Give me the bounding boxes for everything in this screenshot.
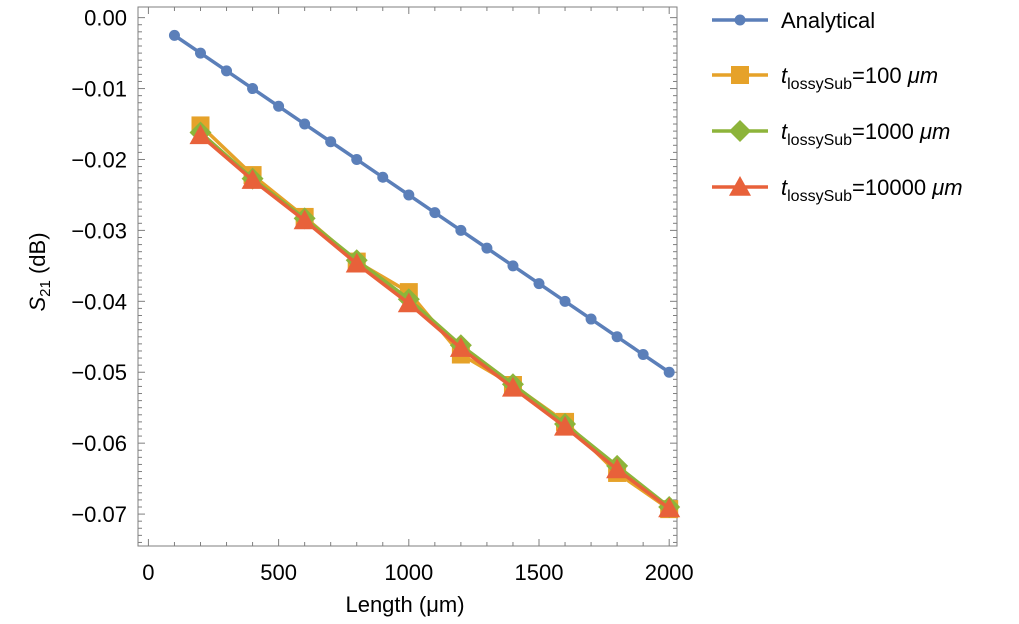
legend-label-rest: =10000 <box>852 175 932 200</box>
legend-label-sub: lossySub <box>787 132 852 149</box>
data-point <box>663 366 675 378</box>
legend-item: Analytical <box>712 8 875 33</box>
legend-item: tlossySub=1000 μm <box>712 119 950 149</box>
data-point <box>533 278 545 290</box>
data-point <box>293 209 316 230</box>
axis-ticks <box>138 7 677 546</box>
series-layer <box>168 29 681 519</box>
series-0 <box>168 29 675 378</box>
data-point <box>585 313 597 325</box>
legend-label-main: t <box>781 63 788 88</box>
plot-frame <box>137 6 678 547</box>
data-point <box>507 260 519 272</box>
legend-label-sub: lossySub <box>787 188 852 205</box>
legend-item: tlossySub=10000 μm <box>712 175 963 205</box>
data-point <box>194 47 206 59</box>
data-point <box>455 224 467 236</box>
y-tick-label: −0.05 <box>71 360 127 385</box>
x-tick-label: 1000 <box>384 560 433 585</box>
data-point <box>611 331 623 343</box>
legend-label-main: t <box>781 175 788 200</box>
legend-swatch-marker <box>729 176 751 196</box>
data-point <box>189 124 212 145</box>
legend-label-rest: =1000 <box>852 119 920 144</box>
data-point <box>501 376 524 397</box>
data-point <box>397 292 420 313</box>
legend-label-unit: μm <box>931 175 962 200</box>
y-axis-title-main: S <box>25 297 50 312</box>
y-tick-label: −0.07 <box>71 502 127 527</box>
data-point <box>241 169 264 189</box>
y-axis-title-unit: (dB) <box>25 232 50 280</box>
data-point <box>221 65 233 77</box>
x-tick-label: 0 <box>142 560 154 585</box>
series-line <box>199 134 671 510</box>
legend-swatch-marker <box>731 66 749 84</box>
legend-label-main: t <box>781 119 788 144</box>
y-tick-label: −0.06 <box>71 431 127 456</box>
data-point <box>403 189 415 201</box>
legend-swatch-marker <box>729 120 751 142</box>
y-tick-label: 0.00 <box>84 6 127 31</box>
legend-label: tlossySub=100 μm <box>781 63 938 93</box>
x-tick-label: 500 <box>260 560 297 585</box>
legend-label: tlossySub=10000 μm <box>781 175 963 205</box>
y-tick-label: −0.04 <box>71 289 127 314</box>
tick-labels: 0 500 1000 1500 2000 0.00 −0.01 −0.02 −0.03 −0.04… <box>71 6 693 585</box>
data-point <box>429 207 441 219</box>
data-point <box>449 337 472 357</box>
legend-label-rest: =100 <box>852 63 908 88</box>
data-point <box>351 153 363 165</box>
data-point <box>247 83 259 95</box>
data-point <box>559 295 571 307</box>
data-point <box>273 100 285 112</box>
data-point <box>658 497 681 518</box>
legend-label-unit: μm <box>919 119 950 144</box>
data-point <box>606 458 629 479</box>
data-point <box>554 415 577 436</box>
series-3 <box>189 124 681 518</box>
legend-label-sub: lossySub <box>787 76 852 93</box>
plot-border <box>137 6 678 547</box>
data-point <box>299 118 311 130</box>
y-axis-title: S21 (dB) <box>25 232 54 311</box>
y-axis-title-sub: 21 <box>37 280 54 297</box>
legend-swatch-marker <box>734 14 746 26</box>
y-tick-label: −0.01 <box>71 77 127 102</box>
data-point <box>637 349 649 361</box>
y-tick-label: −0.02 <box>71 147 127 172</box>
data-point <box>325 136 337 148</box>
legend-item: tlossySub=100 μm <box>712 63 938 93</box>
data-point <box>481 242 493 254</box>
legend-label-unit: μm <box>907 63 938 88</box>
data-point <box>168 29 180 41</box>
y-tick-label: −0.03 <box>71 218 127 243</box>
legend-label: Analytical <box>781 8 875 33</box>
x-tick-label: 2000 <box>645 560 694 585</box>
x-tick-label: 1500 <box>515 560 564 585</box>
data-point <box>377 171 389 183</box>
legend-label: tlossySub=1000 μm <box>781 119 950 149</box>
data-point <box>345 252 368 273</box>
x-axis-title: Length (μm) <box>345 592 464 617</box>
